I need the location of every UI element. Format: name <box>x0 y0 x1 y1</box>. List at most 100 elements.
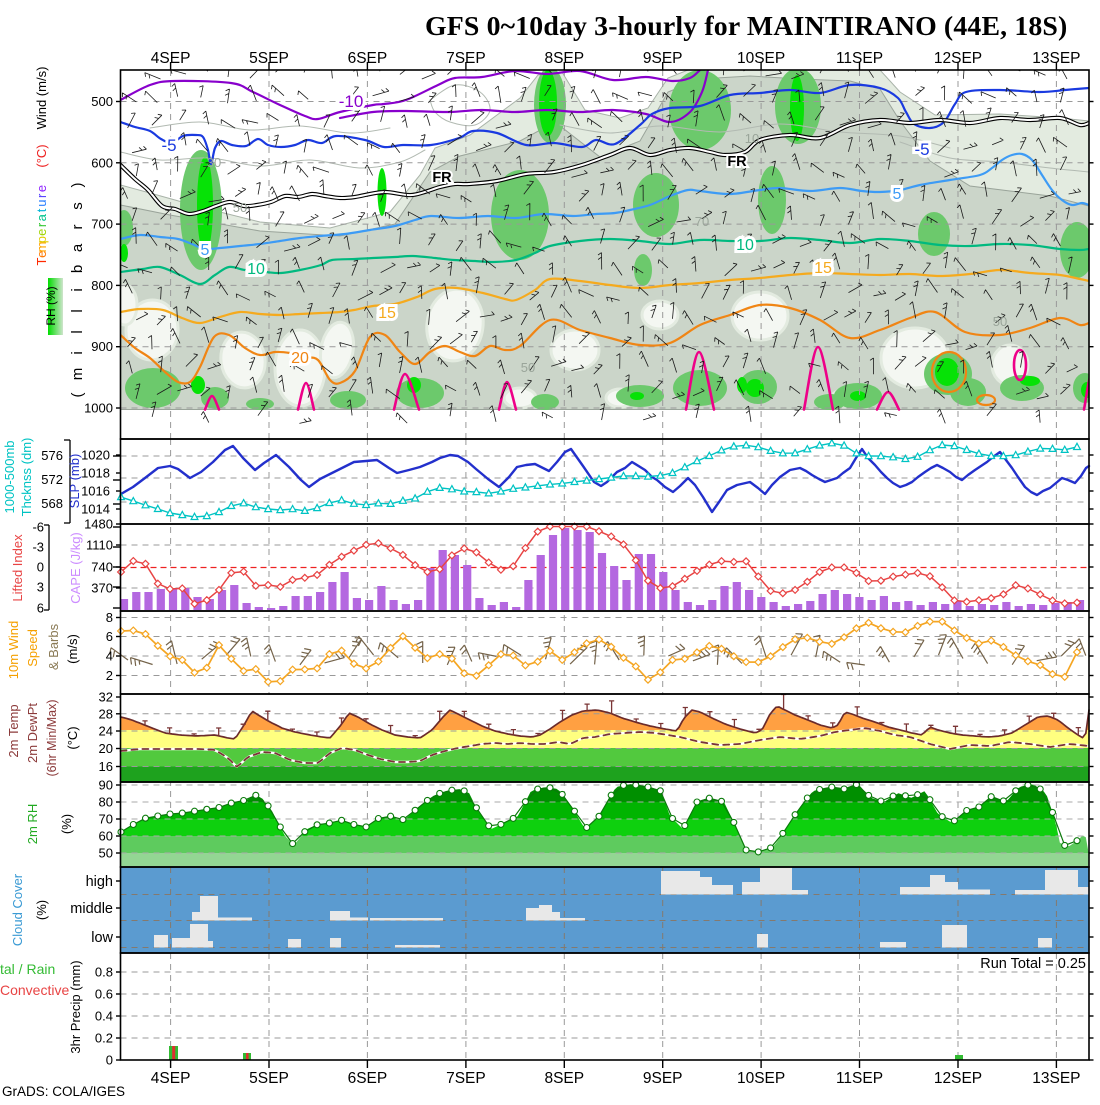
svg-text:Lifted Index: Lifted Index <box>10 534 25 602</box>
svg-text:-3: -3 <box>32 540 44 555</box>
svg-text:6: 6 <box>106 629 113 644</box>
svg-text:b: b <box>69 265 86 273</box>
svg-text:(: ( <box>69 393 86 398</box>
svg-text:32: 32 <box>99 690 113 705</box>
svg-text:5: 5 <box>893 186 902 203</box>
svg-text:(m/s): (m/s) <box>65 634 80 664</box>
svg-text:50: 50 <box>233 200 247 215</box>
svg-text:70: 70 <box>99 812 113 827</box>
svg-text:a: a <box>34 213 49 221</box>
svg-text:-5: -5 <box>161 136 176 155</box>
svg-text:80: 80 <box>99 795 113 810</box>
svg-text:e: e <box>34 229 49 236</box>
svg-text:0: 0 <box>106 1053 113 1068</box>
svg-text:FR: FR <box>432 170 452 186</box>
svg-text:6SEP: 6SEP <box>348 1070 388 1087</box>
svg-text:7SEP: 7SEP <box>446 1070 486 1087</box>
svg-text:572: 572 <box>41 472 63 487</box>
svg-text:FR: FR <box>727 154 747 170</box>
svg-text:s: s <box>69 202 86 210</box>
svg-text:middle: middle <box>70 901 113 917</box>
svg-text:(%): (%) <box>59 814 74 834</box>
svg-text:50: 50 <box>993 314 1007 329</box>
svg-text:15: 15 <box>378 305 396 322</box>
svg-text:1000: 1000 <box>84 401 113 416</box>
svg-text:3hr Precip (mm): 3hr Precip (mm) <box>68 960 83 1053</box>
svg-text:4: 4 <box>106 649 113 664</box>
svg-text:8: 8 <box>106 610 113 625</box>
svg-text:10: 10 <box>736 237 754 254</box>
svg-text:& Barbs: & Barbs <box>46 623 61 670</box>
svg-text:Thcknss (dm): Thcknss (dm) <box>19 438 34 517</box>
svg-text:(°C): (°C) <box>34 144 49 167</box>
svg-text:(°C): (°C) <box>65 726 80 749</box>
svg-text:1020: 1020 <box>81 448 110 463</box>
svg-text:11SEP: 11SEP <box>836 1070 883 1087</box>
svg-text:50: 50 <box>521 360 535 375</box>
svg-text:10: 10 <box>247 261 265 278</box>
svg-text:Speed: Speed <box>25 629 40 667</box>
svg-text:p: p <box>34 236 49 243</box>
svg-text:0.2: 0.2 <box>95 1031 113 1046</box>
svg-text:12SEP: 12SEP <box>934 1070 982 1087</box>
svg-text:24: 24 <box>99 724 113 739</box>
svg-text:4SEP: 4SEP <box>151 1070 191 1087</box>
svg-text:600: 600 <box>91 155 113 170</box>
svg-text:r: r <box>34 222 49 227</box>
svg-text:10: 10 <box>736 237 754 254</box>
svg-text:-10: -10 <box>339 92 364 111</box>
svg-text:T: T <box>34 257 49 265</box>
svg-text:5: 5 <box>201 242 210 259</box>
svg-text:l: l <box>69 309 86 312</box>
svg-text:8SEP: 8SEP <box>544 50 584 67</box>
svg-text:9SEP: 9SEP <box>643 50 683 67</box>
svg-text:0: 0 <box>37 560 44 575</box>
svg-text:Convective: Convective <box>0 982 69 998</box>
svg-text:10m Wind: 10m Wind <box>6 621 21 680</box>
svg-text:-5: -5 <box>161 136 176 155</box>
svg-text:10: 10 <box>247 261 265 278</box>
svg-text:6: 6 <box>37 601 44 616</box>
svg-text:5: 5 <box>201 242 210 259</box>
svg-text:900: 900 <box>91 339 113 354</box>
svg-text:l: l <box>69 330 86 333</box>
svg-text:1480: 1480 <box>84 517 113 532</box>
svg-text:low: low <box>91 930 113 946</box>
svg-text:0.4: 0.4 <box>95 1009 113 1024</box>
svg-text:e: e <box>34 251 49 258</box>
svg-text:i: i <box>69 351 86 354</box>
svg-text:15: 15 <box>378 305 396 322</box>
svg-text:700: 700 <box>91 217 113 232</box>
svg-text:CAPE (J/kg): CAPE (J/kg) <box>68 532 83 604</box>
svg-text:6SEP: 6SEP <box>348 50 388 67</box>
svg-text:FR: FR <box>432 170 452 186</box>
svg-text:740: 740 <box>91 560 113 575</box>
svg-text:10: 10 <box>745 131 759 146</box>
svg-text:13SEP: 13SEP <box>1032 1070 1080 1087</box>
svg-text:50: 50 <box>99 846 113 861</box>
svg-text:500: 500 <box>91 94 113 109</box>
svg-text:5SEP: 5SEP <box>249 1070 289 1087</box>
svg-text:GFS 0~10day 3-hourly for MAINT: GFS 0~10day 3-hourly for MAINTIRANO (44E… <box>425 11 1067 42</box>
svg-text:10SEP: 10SEP <box>737 50 785 67</box>
svg-text:GrADS: COLA/IGES: GrADS: COLA/IGES <box>2 1084 125 1099</box>
svg-text:): ) <box>69 183 86 188</box>
svg-text:15: 15 <box>814 260 832 277</box>
svg-text:r: r <box>69 225 86 230</box>
svg-text:i: i <box>69 288 86 291</box>
svg-text:Cloud Cover: Cloud Cover <box>10 873 25 946</box>
svg-text:60: 60 <box>99 829 113 844</box>
svg-text:2m RH: 2m RH <box>25 804 40 844</box>
svg-text:11SEP: 11SEP <box>836 50 883 67</box>
svg-text:1016: 1016 <box>81 484 110 499</box>
svg-text:m: m <box>69 368 86 381</box>
svg-text:7SEP: 7SEP <box>446 50 486 67</box>
svg-text:2: 2 <box>106 668 113 683</box>
svg-text:-5: -5 <box>914 140 929 159</box>
svg-text:90: 90 <box>99 778 113 793</box>
svg-text:0.8: 0.8 <box>95 965 113 980</box>
svg-text:12SEP: 12SEP <box>934 50 982 67</box>
svg-text:r: r <box>34 193 49 198</box>
svg-text:(6hr Min/Max): (6hr Min/Max) <box>45 699 59 776</box>
svg-text:8SEP: 8SEP <box>544 1070 584 1087</box>
